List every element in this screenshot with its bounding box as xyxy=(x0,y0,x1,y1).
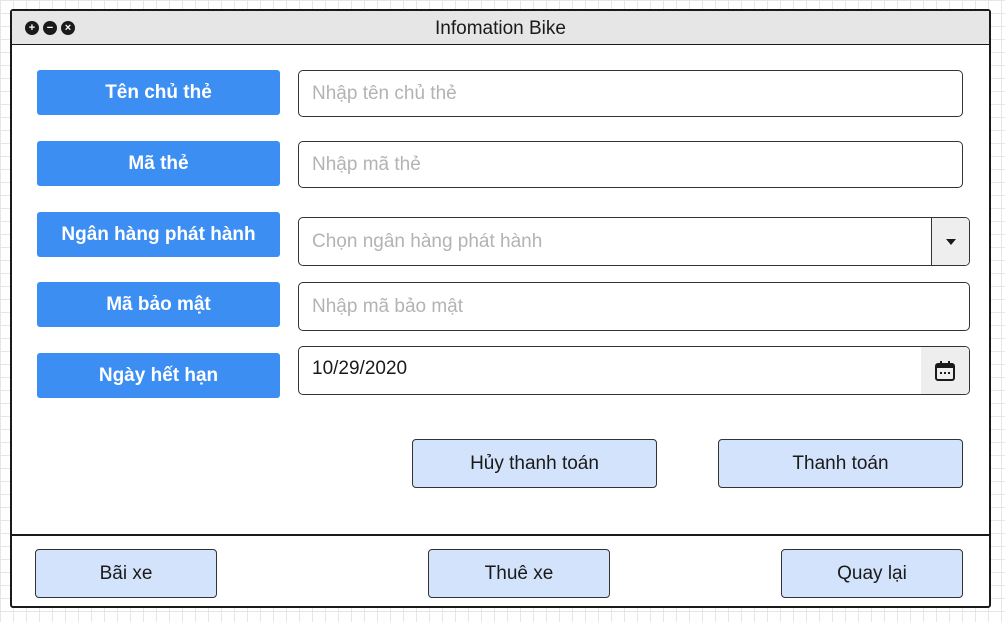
chevron-down-icon xyxy=(945,238,956,245)
back-button[interactable]: Quay lại xyxy=(781,549,963,598)
card-number-label: Mã thẻ xyxy=(37,141,280,186)
security-code-input[interactable]: Nhập mã bảo mật xyxy=(298,282,970,331)
calendar-button[interactable] xyxy=(921,347,969,394)
rent-bike-button[interactable]: Thuê xe xyxy=(428,549,610,598)
dropdown-toggle[interactable] xyxy=(931,218,969,265)
card-holder-label: Tên chủ thẻ xyxy=(37,70,280,115)
window-title: Infomation Bike xyxy=(435,18,566,39)
security-code-label: Mã bảo mật xyxy=(37,282,280,327)
card-number-input[interactable]: Nhập mã thẻ xyxy=(298,141,963,188)
title-bar: + − × Infomation Bike xyxy=(12,11,989,45)
close-circle-icon[interactable]: × xyxy=(61,21,75,35)
expiry-date-value: 10/29/2020 xyxy=(312,358,408,379)
card-holder-placeholder: Nhập tên chủ thẻ xyxy=(312,83,457,104)
issuing-bank-select[interactable]: Chọn ngân hàng phát hành xyxy=(298,217,970,266)
expiry-date-label: Ngày hết hạn xyxy=(37,353,280,398)
footer-divider xyxy=(12,534,989,536)
cancel-payment-button[interactable]: Hủy thanh toán xyxy=(412,439,657,488)
security-code-placeholder: Nhập mã bảo mật xyxy=(312,296,464,317)
issuing-bank-label: Ngân hàng phát hành xyxy=(37,212,280,257)
card-holder-input[interactable]: Nhập tên chủ thẻ xyxy=(298,70,963,117)
parking-button[interactable]: Bãi xe xyxy=(35,549,217,598)
payment-window: + − × Infomation Bike Tên chủ thẻ Nhập t… xyxy=(10,9,991,608)
window-controls: + − × xyxy=(25,21,75,35)
expiry-date-picker[interactable]: 10/29/2020 xyxy=(298,346,970,395)
calendar-icon xyxy=(935,360,955,381)
plus-circle-icon[interactable]: + xyxy=(25,21,39,35)
issuing-bank-placeholder: Chọn ngân hàng phát hành xyxy=(312,231,543,252)
minus-circle-icon[interactable]: − xyxy=(43,21,57,35)
pay-button[interactable]: Thanh toán xyxy=(718,439,963,488)
card-number-placeholder: Nhập mã thẻ xyxy=(312,154,421,175)
